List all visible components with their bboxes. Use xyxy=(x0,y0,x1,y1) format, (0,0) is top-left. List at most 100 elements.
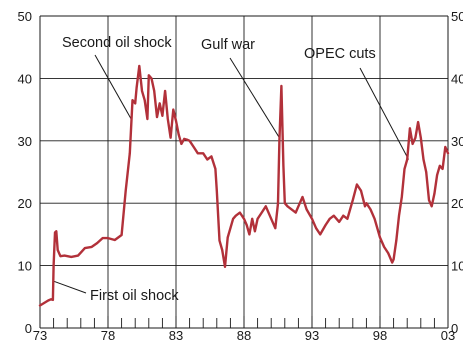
y-tick-label-left: 10 xyxy=(18,259,32,274)
data-point xyxy=(90,245,93,248)
data-point xyxy=(56,249,59,251)
data-point xyxy=(147,74,150,77)
y-tick-label-left: 50 xyxy=(18,9,32,24)
data-point xyxy=(297,205,300,208)
data-point xyxy=(63,254,66,257)
data-point xyxy=(52,299,54,301)
data-point xyxy=(224,265,226,268)
data-point xyxy=(428,199,430,201)
data-point xyxy=(161,114,164,117)
data-point xyxy=(169,136,172,139)
data-point xyxy=(444,146,447,148)
data-point xyxy=(39,304,41,307)
data-point xyxy=(175,119,177,122)
data-point xyxy=(264,205,267,208)
data-point xyxy=(113,239,116,241)
x-tick-label: 03 xyxy=(441,328,455,341)
annotation-label: Second oil shock xyxy=(62,35,172,51)
x-tick-label: 98 xyxy=(373,328,387,341)
data-point xyxy=(364,205,366,208)
data-point xyxy=(146,118,149,120)
data-point xyxy=(324,224,327,226)
data-point xyxy=(282,164,285,167)
data-point xyxy=(210,155,213,158)
data-point xyxy=(414,136,417,139)
y-tick-label-left: 20 xyxy=(18,196,32,211)
x-tick-label: 93 xyxy=(305,328,319,341)
data-point xyxy=(417,121,419,123)
data-point xyxy=(226,236,229,239)
data-point xyxy=(177,133,180,136)
x-tick-label: 83 xyxy=(169,328,183,341)
data-point xyxy=(346,217,349,220)
annotation-leader-line xyxy=(229,57,280,138)
data-point xyxy=(447,152,449,155)
data-point xyxy=(391,261,394,264)
data-point xyxy=(332,214,335,217)
data-point xyxy=(180,143,183,145)
annotation-leader-line xyxy=(359,67,410,160)
data-point xyxy=(70,255,73,258)
data-point xyxy=(158,102,161,105)
data-point xyxy=(430,205,433,208)
data-point xyxy=(406,158,409,161)
data-point xyxy=(403,167,406,170)
data-point xyxy=(59,255,62,258)
data-point xyxy=(96,242,99,245)
y-tick-label-left: 0 xyxy=(25,321,32,336)
data-point xyxy=(369,208,372,211)
data-point xyxy=(153,89,156,92)
data-point xyxy=(422,158,425,161)
data-point xyxy=(305,208,308,211)
data-point xyxy=(239,211,241,214)
data-point xyxy=(409,127,411,130)
data-point xyxy=(138,65,141,67)
data-point xyxy=(101,237,104,240)
x-tick-label: 73 xyxy=(33,328,47,341)
data-point xyxy=(351,199,354,201)
data-point xyxy=(338,221,341,223)
data-point xyxy=(280,84,283,87)
data-point xyxy=(251,217,254,220)
data-point xyxy=(183,138,186,140)
data-point xyxy=(283,202,286,205)
data-point xyxy=(52,264,55,267)
data-point xyxy=(387,252,390,255)
data-point xyxy=(55,230,58,233)
data-point xyxy=(425,171,428,173)
y-tick-label-left: 40 xyxy=(18,71,32,86)
data-point xyxy=(234,214,237,217)
data-point xyxy=(47,299,50,302)
data-point xyxy=(131,99,134,102)
data-point xyxy=(360,189,362,192)
data-point xyxy=(286,205,289,208)
data-point xyxy=(218,239,221,242)
data-point xyxy=(214,167,217,170)
data-point xyxy=(143,99,146,102)
data-point xyxy=(156,116,158,118)
annotation-label: OPEC cuts xyxy=(304,46,376,62)
y-tick-label-right: 40 xyxy=(451,71,463,86)
data-point xyxy=(301,196,304,198)
data-point xyxy=(124,189,127,192)
data-point xyxy=(433,192,436,195)
data-point xyxy=(342,214,345,217)
data-point xyxy=(395,239,398,242)
data-point xyxy=(192,146,195,148)
data-point xyxy=(245,224,248,226)
x-tick-label: 88 xyxy=(237,328,251,341)
data-point xyxy=(392,258,395,261)
data-point xyxy=(164,89,167,92)
data-point xyxy=(277,202,279,205)
data-point xyxy=(202,152,205,155)
data-point xyxy=(243,217,245,220)
data-point xyxy=(400,196,403,198)
grid-layer xyxy=(40,15,448,329)
data-point xyxy=(43,302,45,304)
y-tick-label-right: 20 xyxy=(451,196,463,211)
data-point xyxy=(120,234,123,236)
data-point xyxy=(274,227,277,230)
data-point xyxy=(355,183,358,186)
